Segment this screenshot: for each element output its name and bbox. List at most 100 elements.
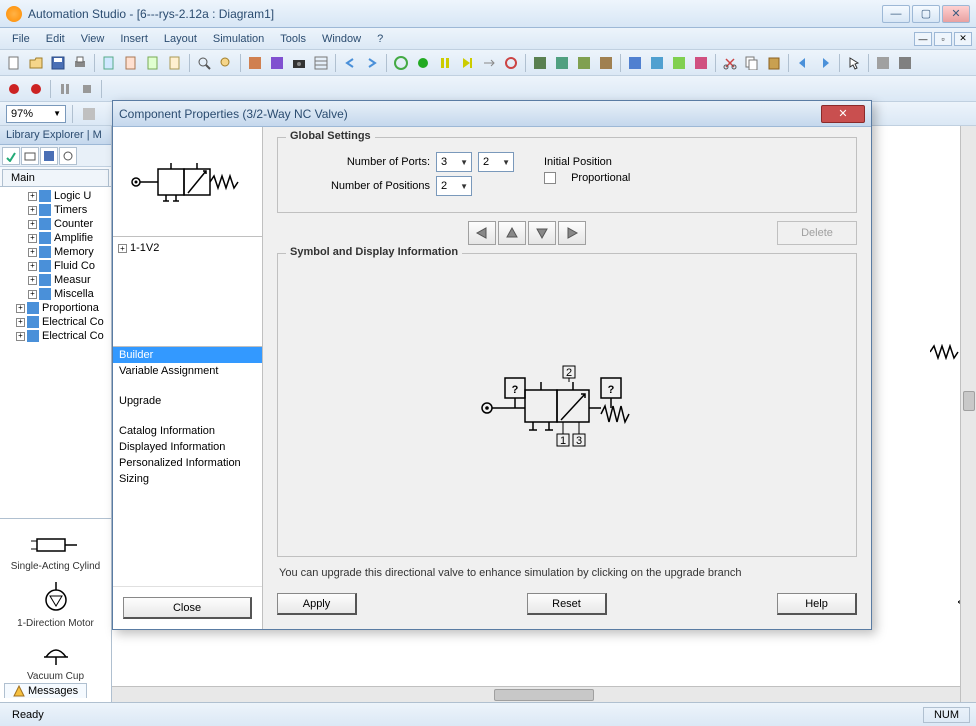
undo-button[interactable]: [340, 53, 360, 73]
menu-window[interactable]: Window: [314, 30, 369, 48]
expand-icon[interactable]: +: [16, 332, 25, 341]
library-tree-item[interactable]: +Timers: [2, 203, 109, 217]
sim-stop-button[interactable]: [501, 53, 521, 73]
tb-extra1-button[interactable]: [245, 53, 265, 73]
fwd-button[interactable]: [815, 53, 835, 73]
messages-tab[interactable]: Messages: [4, 683, 87, 698]
tb-g1-button[interactable]: [530, 53, 550, 73]
arrow-up-button[interactable]: [498, 221, 526, 245]
expand-icon[interactable]: +: [16, 318, 25, 327]
dialog-nav-item[interactable]: Displayed Information: [113, 439, 262, 455]
library-tree-item[interactable]: +Memory: [2, 245, 109, 259]
tb-doc3-button[interactable]: [143, 53, 163, 73]
menu-insert[interactable]: Insert: [112, 30, 156, 48]
zoom-in-button[interactable]: [194, 53, 214, 73]
child-restore-button[interactable]: ▫: [934, 32, 952, 46]
expand-icon[interactable]: +: [28, 234, 37, 243]
tb-b1-button[interactable]: [625, 53, 645, 73]
vertical-scrollbar[interactable]: [960, 126, 976, 702]
expand-icon[interactable]: +: [28, 220, 37, 229]
library-tree-item[interactable]: +Fluid Co: [2, 259, 109, 273]
zoom-combo[interactable]: 97%▼: [6, 105, 66, 123]
expand-icon[interactable]: +: [28, 206, 37, 215]
tb-doc2-button[interactable]: [121, 53, 141, 73]
tb-b2-button[interactable]: [647, 53, 667, 73]
ports-combo-2[interactable]: 2: [478, 152, 514, 172]
help-button[interactable]: Help: [777, 593, 857, 615]
component-preview-item[interactable]: Single-Acting Cylind: [4, 535, 107, 572]
reset-button[interactable]: Reset: [527, 593, 607, 615]
menu-help[interactable]: ?: [369, 30, 391, 48]
copy-button[interactable]: [742, 53, 762, 73]
window-maximize-button[interactable]: ▢: [912, 5, 940, 23]
zoom-select-button[interactable]: [216, 53, 236, 73]
lib-btn-1[interactable]: [2, 147, 20, 165]
expand-icon[interactable]: +: [28, 248, 37, 257]
library-tree-item[interactable]: +Amplifie: [2, 231, 109, 245]
library-tree-item[interactable]: +Proportiona: [2, 301, 109, 315]
tb-doc1-button[interactable]: [99, 53, 119, 73]
camera-button[interactable]: [289, 53, 309, 73]
tb-g4-button[interactable]: [596, 53, 616, 73]
dialog-tree-item[interactable]: +1-1V2: [117, 241, 258, 255]
horizontal-scrollbar[interactable]: [112, 686, 960, 702]
paste-button[interactable]: [764, 53, 784, 73]
library-tree-item[interactable]: +Electrical Co: [2, 329, 109, 343]
redo-button[interactable]: [362, 53, 382, 73]
new-button[interactable]: [4, 53, 24, 73]
dialog-nav-item[interactable]: Builder: [113, 347, 262, 363]
sim-slow-button[interactable]: [479, 53, 499, 73]
arrow-left-button[interactable]: [468, 221, 496, 245]
tb-doc4-button[interactable]: [165, 53, 185, 73]
record2-button[interactable]: [26, 79, 46, 99]
expand-icon[interactable]: +: [16, 304, 25, 313]
dialog-nav-item[interactable]: Variable Assignment: [113, 363, 262, 379]
pointer-button[interactable]: [844, 53, 864, 73]
print-button[interactable]: [70, 53, 90, 73]
lib-btn-2[interactable]: [21, 147, 39, 165]
arrow-right-button[interactable]: [558, 221, 586, 245]
dialog-nav-item[interactable]: Personalized Information: [113, 455, 262, 471]
menu-view[interactable]: View: [73, 30, 113, 48]
scrollbar-thumb[interactable]: [494, 689, 594, 701]
tb-g2-button[interactable]: [552, 53, 572, 73]
window-minimize-button[interactable]: —: [882, 5, 910, 23]
dialog-close-button[interactable]: ✕: [821, 105, 865, 123]
expand-icon[interactable]: +: [28, 290, 37, 299]
library-tree-item[interactable]: +Counter: [2, 217, 109, 231]
library-tree-item[interactable]: +Measur: [2, 273, 109, 287]
dialog-left-close-button[interactable]: Close: [123, 597, 252, 619]
zoom-extra-button[interactable]: [79, 104, 99, 124]
positions-combo[interactable]: 2: [436, 176, 472, 196]
library-tab-main[interactable]: Main: [2, 169, 109, 186]
proportional-checkbox[interactable]: [544, 172, 556, 184]
record-button[interactable]: [4, 79, 24, 99]
grid-button[interactable]: [311, 53, 331, 73]
menu-edit[interactable]: Edit: [38, 30, 73, 48]
tb-end2-button[interactable]: [895, 53, 915, 73]
dialog-nav-item[interactable]: Catalog Information: [113, 423, 262, 439]
dialog-nav-item[interactable]: Sizing: [113, 471, 262, 487]
back-button[interactable]: [793, 53, 813, 73]
menu-simulation[interactable]: Simulation: [205, 30, 272, 48]
expand-icon[interactable]: +: [28, 262, 37, 271]
tb-b4-button[interactable]: [691, 53, 711, 73]
expand-icon[interactable]: +: [28, 192, 37, 201]
tb-b3-button[interactable]: [669, 53, 689, 73]
menu-layout[interactable]: Layout: [156, 30, 205, 48]
child-minimize-button[interactable]: —: [914, 32, 932, 46]
menu-file[interactable]: File: [4, 30, 38, 48]
library-tree-item[interactable]: +Logic U: [2, 189, 109, 203]
sim-step-button[interactable]: [457, 53, 477, 73]
apply-button[interactable]: Apply: [277, 593, 357, 615]
tb-end1-button[interactable]: [873, 53, 893, 73]
ports-combo-1[interactable]: 3: [436, 152, 472, 172]
expand-icon[interactable]: +: [28, 276, 37, 285]
component-preview-item[interactable]: 1-Direction Motor: [4, 582, 107, 629]
arrow-down-button[interactable]: [528, 221, 556, 245]
cut-button[interactable]: [720, 53, 740, 73]
dialog-nav-item[interactable]: Upgrade: [113, 393, 262, 409]
library-tree-item[interactable]: +Electrical Co: [2, 315, 109, 329]
sim-run-button[interactable]: [413, 53, 433, 73]
window-close-button[interactable]: ✕: [942, 5, 970, 23]
